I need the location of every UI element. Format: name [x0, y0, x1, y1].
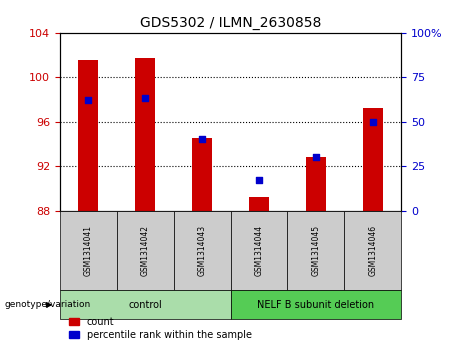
Point — [312, 154, 319, 160]
Point — [369, 119, 376, 125]
Text: GSM1314046: GSM1314046 — [368, 225, 377, 276]
Point — [85, 97, 92, 103]
Text: GSM1314045: GSM1314045 — [311, 225, 320, 276]
Legend: count, percentile rank within the sample: count, percentile rank within the sample — [70, 317, 252, 340]
Point — [142, 95, 149, 101]
Bar — [174, 211, 230, 290]
Bar — [306, 157, 326, 211]
Bar — [135, 58, 155, 211]
Text: GSM1314043: GSM1314043 — [198, 225, 207, 276]
Bar — [78, 61, 98, 211]
Bar — [287, 211, 344, 290]
Bar — [230, 211, 287, 290]
Bar — [60, 211, 117, 290]
Bar — [363, 108, 383, 211]
Bar — [60, 290, 230, 319]
Text: NELF B subunit deletion: NELF B subunit deletion — [257, 300, 374, 310]
Bar — [192, 138, 212, 211]
Text: GSM1314041: GSM1314041 — [84, 225, 93, 276]
Point — [255, 178, 263, 183]
Text: GSM1314044: GSM1314044 — [254, 225, 263, 276]
Text: GSM1314042: GSM1314042 — [141, 225, 150, 276]
Bar — [230, 290, 401, 319]
Bar — [117, 211, 174, 290]
Title: GDS5302 / ILMN_2630858: GDS5302 / ILMN_2630858 — [140, 16, 321, 30]
Bar — [344, 211, 401, 290]
Text: control: control — [128, 300, 162, 310]
Text: genotype/variation: genotype/variation — [5, 301, 91, 309]
Point — [198, 136, 206, 142]
Bar — [249, 197, 269, 211]
